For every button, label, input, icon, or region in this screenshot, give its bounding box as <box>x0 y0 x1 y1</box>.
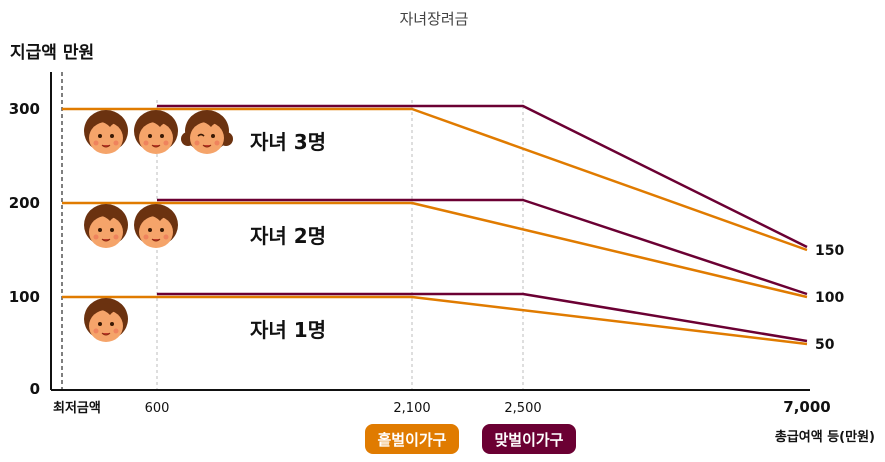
series-line-dual <box>157 104 808 249</box>
y-tick-label: 0 <box>30 380 40 398</box>
group-label: 자녀 2명 <box>250 224 326 248</box>
x-axis-title: 총급여액 등(만원) <box>775 429 875 445</box>
child-face-icon <box>84 298 128 342</box>
y-tick-label: 100 <box>9 288 40 306</box>
y-tick-label: 200 <box>9 194 40 212</box>
x-tick-label: 2,100 <box>393 401 430 416</box>
x-tick-label: 2,500 <box>504 401 541 416</box>
right-tick-label: 150 <box>815 243 844 259</box>
legend-single: 홑벌이가구 <box>365 424 459 454</box>
series-line-dual <box>157 292 808 343</box>
series-line-single <box>62 107 808 252</box>
legend-dual: 맞벌이가구 <box>482 424 576 454</box>
child-face-icon <box>181 110 233 154</box>
child-face-icon <box>134 110 178 154</box>
series-line-dual <box>157 198 808 296</box>
right-tick-label: 50 <box>815 337 835 353</box>
series-line-single <box>62 201 808 299</box>
child-face-icon <box>84 110 128 154</box>
y-tick-label: 300 <box>9 100 40 118</box>
series-line-single <box>62 295 808 346</box>
legend-dual-label: 맞벌이가구 <box>494 430 564 449</box>
chart-title: 자녀장려금 <box>399 10 468 28</box>
group-label: 자녀 3명 <box>250 130 326 154</box>
x-tick-label: 600 <box>145 401 170 416</box>
right-tick-label: 100 <box>815 290 844 306</box>
y-axis-title: 지급액 만원 <box>10 43 94 63</box>
child-face-icon <box>134 204 178 248</box>
x-tick-label: 최저금액 <box>53 401 101 416</box>
group-label: 자녀 1명 <box>250 318 326 342</box>
x-tick-label: 7,000 <box>783 398 830 416</box>
legend-single-label: 홑벌이가구 <box>377 430 447 449</box>
child-face-icon <box>84 204 128 248</box>
